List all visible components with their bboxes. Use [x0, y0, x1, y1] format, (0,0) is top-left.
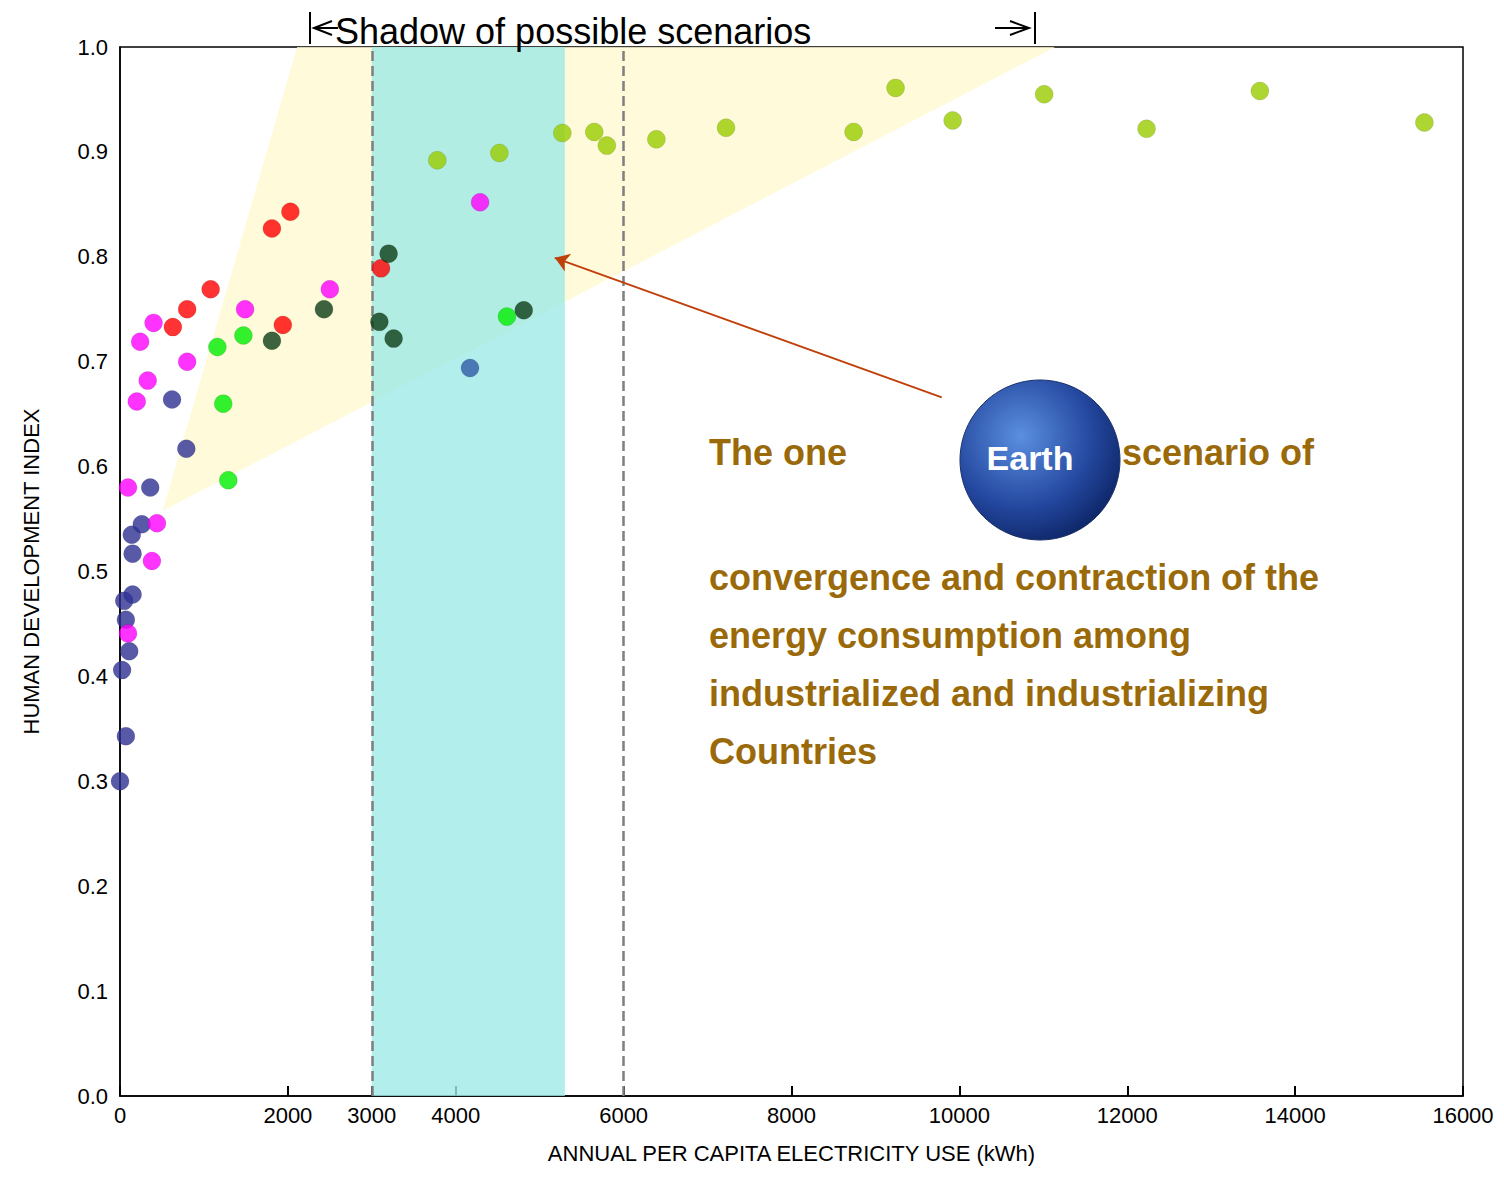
svg-text:0.8: 0.8 — [77, 244, 108, 269]
svg-text:4000: 4000 — [431, 1103, 480, 1128]
svg-text:0.7: 0.7 — [77, 349, 108, 374]
svg-text:0.2: 0.2 — [77, 874, 108, 899]
svg-text:1.0: 1.0 — [77, 35, 108, 60]
svg-text:0.0: 0.0 — [77, 1084, 108, 1109]
svg-text:3000: 3000 — [347, 1103, 396, 1128]
svg-text:0.5: 0.5 — [77, 559, 108, 584]
svg-text:industrialized and industriali: industrialized and industrializing — [709, 673, 1269, 714]
svg-text:energy consumption among: energy consumption among — [709, 615, 1191, 656]
svg-text:Countries: Countries — [709, 731, 877, 772]
svg-text:ANNUAL PER CAPITA ELECTRICITY: ANNUAL PER CAPITA ELECTRICITY USE (kWh) — [548, 1141, 1035, 1166]
svg-text:14000: 14000 — [1265, 1103, 1326, 1128]
svg-text:12000: 12000 — [1097, 1103, 1158, 1128]
svg-text:The one: The one — [709, 432, 847, 473]
svg-text:16000: 16000 — [1432, 1103, 1493, 1128]
svg-text:0: 0 — [114, 1103, 126, 1128]
svg-text:convergence and contraction of: convergence and contraction of the — [709, 557, 1319, 598]
svg-text:0.4: 0.4 — [77, 664, 108, 689]
svg-text:6000: 6000 — [599, 1103, 648, 1128]
svg-text:Earth: Earth — [987, 439, 1074, 477]
svg-text:scenario of: scenario of — [1122, 432, 1315, 473]
svg-text:HUMAN DEVELOPMENT INDEX: HUMAN DEVELOPMENT INDEX — [19, 408, 44, 734]
svg-text:0.9: 0.9 — [77, 139, 108, 164]
svg-text:0.1: 0.1 — [77, 979, 108, 1004]
svg-text:10000: 10000 — [929, 1103, 990, 1128]
svg-text:8000: 8000 — [767, 1103, 816, 1128]
svg-text:0.6: 0.6 — [77, 454, 108, 479]
svg-text:0.3: 0.3 — [77, 769, 108, 794]
svg-text:2000: 2000 — [263, 1103, 312, 1128]
svg-text:Shadow of possible scenarios: Shadow of possible scenarios — [335, 11, 811, 52]
